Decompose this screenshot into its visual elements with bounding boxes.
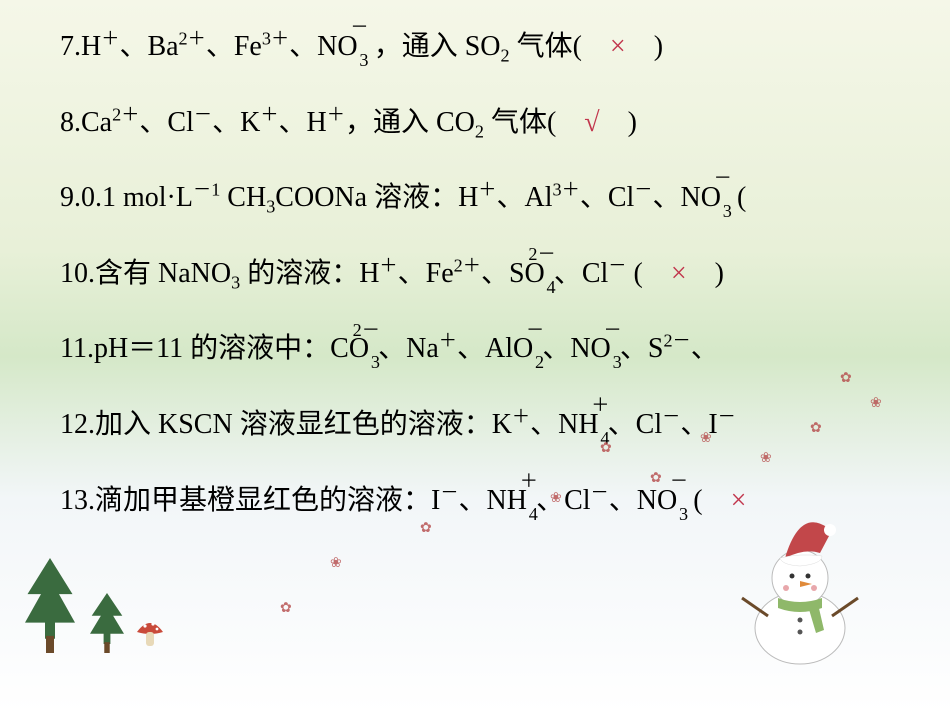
answer-mark: × (731, 485, 747, 516)
leaf-icon: ✿ (810, 420, 822, 437)
question-line: 8.Ca2＋、Cl－、K＋、H＋，通入 CO2 气体( √ ) (60, 106, 950, 140)
leaf-icon: ❀ (700, 430, 712, 447)
question-list: 7.H＋、Ba2＋、Fe3＋、NO3－3 ，通入 SO2 气体( × ) 8.Ca… (60, 30, 950, 559)
question-line: 13.滴加甲基橙显红色的溶液：I－、NH4＋4、Cl－、NO3－3 ( × (60, 484, 950, 518)
question-line: 11.pH＝11 的溶液中：CO32－3、Na＋、AlO2－2、NO3－3、S2… (60, 332, 950, 366)
leaf-icon: ❀ (550, 490, 562, 507)
leaf-icon: ✿ (420, 520, 432, 537)
tree-icon (90, 593, 124, 653)
leaf-icon: ❀ (870, 395, 882, 412)
mushroom-icon (135, 618, 165, 655)
question-line: 7.H＋、Ba2＋、Fe3＋、NO3－3 ，通入 SO2 气体( × ) (60, 30, 950, 64)
tree-icon (25, 558, 75, 653)
leaf-icon: ✿ (600, 440, 612, 457)
leaf-icon: ✿ (650, 470, 662, 487)
question-line: 10.含有 NaNO3 的溶液：H＋、Fe2＋、SO42－4、Cl－ ( × ) (60, 257, 950, 291)
leaf-icon: ❀ (330, 555, 342, 572)
question-line: 9.0.1 mol·L－1 CH3COONa 溶液：H＋、Al3＋、Cl－、NO… (60, 181, 950, 215)
answer-mark: × (610, 31, 626, 62)
answer-mark: √ (584, 107, 599, 138)
leaf-icon: ✿ (280, 600, 292, 617)
leaf-icon: ✿ (840, 370, 852, 387)
leaf-icon: ❀ (760, 450, 772, 467)
answer-mark: × (671, 258, 687, 289)
